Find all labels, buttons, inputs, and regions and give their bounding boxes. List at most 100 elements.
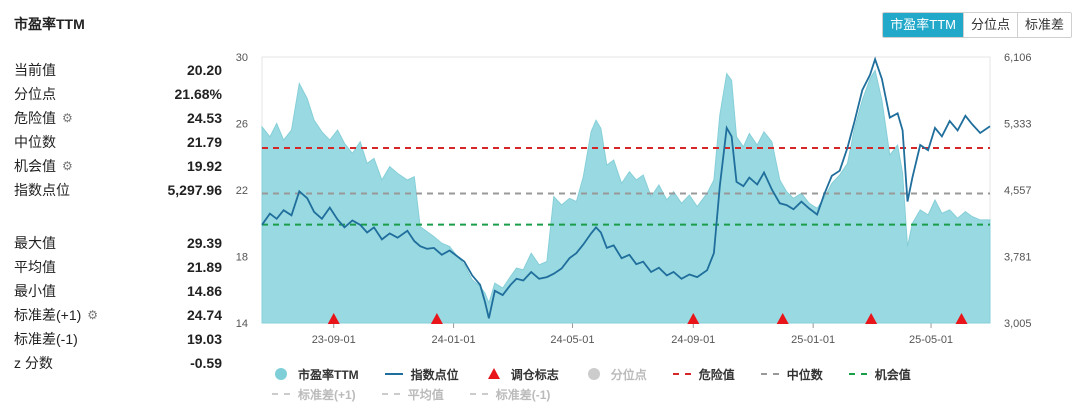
stat-label: 平均值 — [14, 257, 56, 277]
stat-label-text: 最小值 — [14, 283, 56, 299]
stat-row: 中位数 21.79 — [14, 130, 222, 154]
stat-row: 机会值 ⚙ 19.92 — [14, 154, 222, 178]
stat-value: -0.59 — [190, 355, 222, 371]
legend-symbol-icon — [485, 368, 503, 380]
legend-label: 调仓标志 — [510, 367, 559, 382]
legend-item[interactable]: 危险值 — [672, 366, 735, 383]
stat-label: 当前值 — [14, 60, 56, 80]
legend-label: 机会值 — [874, 367, 911, 382]
stat-row: 最小值 14.86 — [14, 279, 222, 303]
stat-label-text: 当前值 — [14, 62, 56, 78]
stat-label: 危险值 ⚙ — [14, 108, 75, 128]
legend-symbol-icon — [384, 368, 403, 380]
stats-panel-current: 当前值 20.20 分位点 21.68% 危险值 ⚙ 24.53 中位数 21.79 机会值 ⚙ 19… — [14, 58, 222, 202]
y-right-tick-label: 3,005 — [1004, 318, 1032, 330]
legend-label: 标准差(-1) — [495, 387, 551, 402]
y-left-tick-label: 18 — [236, 252, 248, 264]
stat-row: 平均值 21.89 — [14, 255, 222, 279]
x-tick-label: 25-01-01 — [791, 334, 835, 346]
gear-icon[interactable]: ⚙ — [62, 110, 73, 125]
legend-symbol-icon — [760, 368, 779, 380]
gear-icon[interactable]: ⚙ — [62, 158, 73, 173]
stat-value: 24.53 — [186, 110, 222, 126]
rebalance-marker — [865, 313, 878, 324]
legend-symbol-icon — [672, 368, 691, 380]
stat-label: 标准差(-1) — [14, 329, 78, 349]
x-tick-label: 24-09-01 — [671, 334, 715, 346]
index-line — [261, 56, 991, 319]
stat-label: 分位点 — [14, 84, 56, 104]
stat-value: 29.39 — [186, 235, 222, 251]
stat-value: 14.86 — [186, 283, 222, 299]
legend-label: 指数点位 — [410, 367, 459, 382]
legend-symbol-icon — [848, 368, 867, 380]
gear-icon[interactable]: ⚙ — [87, 307, 99, 322]
x-tick-label: 24-05-01 — [550, 334, 594, 346]
stat-row: z 分数 -0.59 — [14, 351, 222, 375]
stat-label: 最大值 — [14, 233, 56, 253]
stats-panel-history: 最大值 29.39 平均值 21.89 最小值 14.86 标准差(+1) ⚙ 24.74 标准差… — [14, 231, 222, 375]
legend-item[interactable]: 标准差(+1) — [272, 386, 356, 403]
legend-symbol-icon — [381, 388, 400, 400]
x-tick-label: 23-09-01 — [312, 334, 356, 346]
legend-item[interactable]: 中位数 — [760, 366, 823, 383]
legend-item[interactable]: 机会值 — [848, 366, 911, 383]
stat-label-text: z 分数 — [14, 355, 53, 371]
stat-row: 指数点位 5,297.96 — [14, 178, 222, 202]
stat-label-text: 中位数 — [14, 134, 56, 150]
rebalance-marker — [430, 313, 443, 324]
legend-label: 中位数 — [786, 367, 823, 382]
legend-item[interactable]: 平均值 — [381, 386, 444, 403]
y-right-tick-label: 4,557 — [1004, 185, 1032, 197]
legend-symbol-icon — [469, 388, 488, 400]
stat-label: 最小值 — [14, 281, 56, 301]
stat-label-text: 危险值 — [14, 110, 56, 126]
stat-row: 最大值 29.39 — [14, 231, 222, 255]
legend-item[interactable]: 指数点位 — [384, 366, 459, 383]
legend-row: 标准差(+1) 平均值 标准差(-1) — [272, 384, 1012, 404]
stat-label-text: 指数点位 — [14, 182, 70, 198]
stat-row: 危险值 ⚙ 24.53 — [14, 106, 222, 130]
stat-value: 19.92 — [186, 158, 222, 174]
y-left-tick-label: 30 — [236, 52, 248, 64]
legend-symbol-icon — [585, 368, 603, 380]
tab-pe-ttm[interactable]: 市盈率TTM — [883, 13, 963, 37]
legend-item[interactable]: 市盈率TTM — [272, 366, 359, 383]
stat-label: z 分数 — [14, 353, 53, 373]
stat-row: 标准差(-1) 19.03 — [14, 327, 222, 351]
legend-item[interactable]: 标准差(-1) — [469, 386, 551, 403]
tab-std-dev[interactable]: 标准差 — [1016, 13, 1071, 37]
stat-label-text: 机会值 — [14, 158, 56, 174]
stat-row: 当前值 20.20 — [14, 58, 222, 82]
legend-label: 分位点 — [610, 367, 647, 382]
legend-label: 标准差(+1) — [298, 387, 356, 402]
x-tick-label: 24-01-01 — [432, 334, 476, 346]
stat-row: 标准差(+1) ⚙ 24.74 — [14, 303, 222, 327]
chart-legend: 市盈率TTM 指数点位 调仓标志 分位点 危险值 中位数 机会值 标准差(+1) 平均值 标准差(… — [272, 364, 1012, 404]
stat-value: 21.79 — [186, 134, 222, 150]
stat-value: 19.03 — [186, 331, 222, 347]
rebalance-marker — [955, 313, 968, 324]
legend-row: 市盈率TTM 指数点位 调仓标志 分位点 危险值 中位数 机会值 — [272, 364, 1012, 384]
y-right-tick-label: 5,333 — [1004, 118, 1032, 130]
stat-value: 20.20 — [186, 62, 222, 78]
y-right-tick-label: 3,781 — [1004, 251, 1032, 263]
rebalance-marker — [687, 313, 700, 324]
stat-label: 标准差(+1) ⚙ — [14, 305, 100, 325]
rebalance-marker — [776, 313, 789, 324]
stat-label-text: 平均值 — [14, 259, 56, 275]
legend-item[interactable]: 分位点 — [585, 366, 647, 383]
x-tick-label: 25-05-01 — [909, 334, 953, 346]
legend-item[interactable]: 调仓标志 — [485, 366, 559, 383]
metric-tabs: 市盈率TTM 分位点 标准差 — [882, 12, 1072, 38]
y-left-tick-label: 26 — [236, 119, 248, 131]
pe-ttm-area — [261, 68, 991, 324]
stat-label: 中位数 — [14, 132, 56, 152]
y-right-tick-label: 6,106 — [1004, 52, 1032, 64]
chart-title: 市盈率TTM — [14, 16, 85, 32]
stat-label-text: 分位点 — [14, 86, 56, 102]
stat-label: 指数点位 — [14, 180, 70, 200]
stat-label-text: 标准差(+1) — [14, 307, 82, 323]
tab-percentile[interactable]: 分位点 — [962, 13, 1017, 37]
